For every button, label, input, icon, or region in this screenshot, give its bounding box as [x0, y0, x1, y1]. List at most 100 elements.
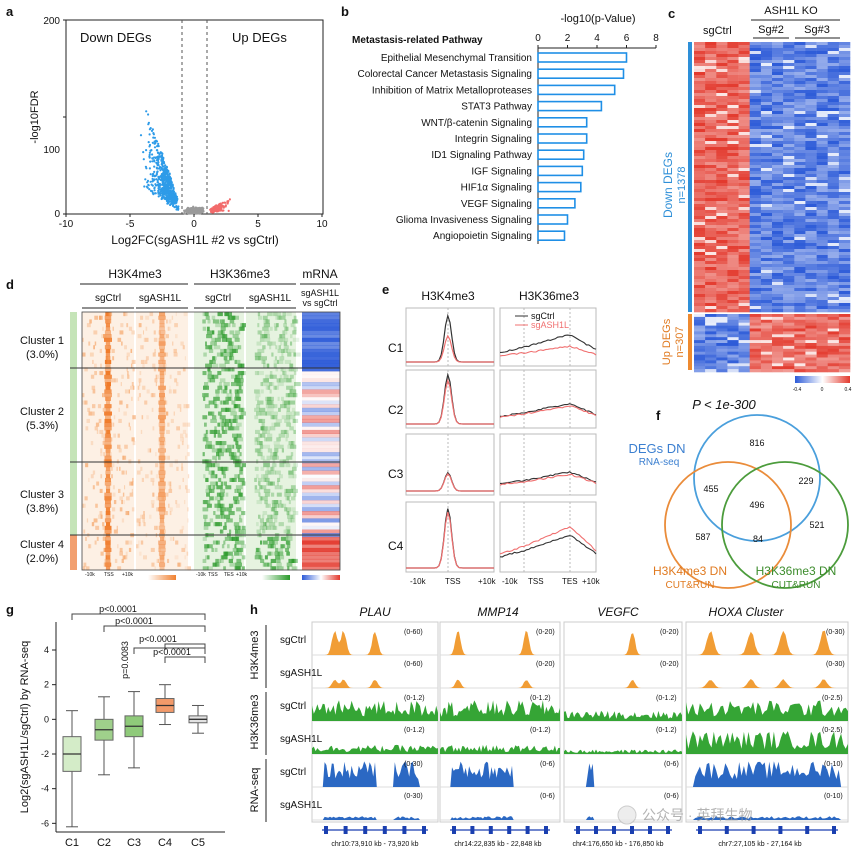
- heat-cell: [716, 75, 728, 79]
- heat-cell: [727, 319, 739, 323]
- heat-speck: [226, 518, 229, 523]
- heat-speck: [261, 514, 265, 519]
- heat-cell: [705, 360, 717, 364]
- volcano-point-up: [212, 210, 215, 213]
- sample-label: sgCtrl: [280, 767, 306, 778]
- mrna-cell: [302, 441, 340, 446]
- heat-cell: [716, 267, 728, 271]
- profile-line-ash1l: [406, 511, 494, 569]
- heat-speck: [219, 503, 225, 508]
- heat-speck: [110, 337, 112, 342]
- heat-speck: [92, 485, 95, 490]
- heat-speck: [277, 359, 284, 364]
- heat-cell: [827, 93, 840, 97]
- heat-cell: [749, 219, 762, 223]
- heat-cell: [716, 282, 728, 286]
- heat-cell: [749, 369, 762, 373]
- heat-speck: [211, 315, 216, 320]
- heat-cell: [705, 165, 717, 169]
- heat-stripe: [105, 558, 111, 563]
- heat-speck: [272, 341, 276, 346]
- volcano-point-down: [154, 183, 157, 186]
- volcano-point-down: [142, 151, 145, 154]
- heat-speck: [234, 544, 237, 549]
- sample-label: sgASH1L: [280, 668, 323, 679]
- heat-cell: [705, 282, 717, 286]
- range: (0-30): [404, 793, 423, 800]
- heat-cell: [727, 348, 739, 352]
- heat-speck: [161, 529, 163, 534]
- heat-stripe: [104, 562, 112, 567]
- volcano-point-down: [174, 201, 177, 204]
- heat-speck: [207, 367, 211, 372]
- volcano-point-down: [164, 190, 167, 194]
- heat-speck: [92, 522, 95, 527]
- heat-speck: [123, 500, 125, 505]
- heat-cell: [694, 207, 706, 211]
- heat-speck: [225, 396, 231, 401]
- heat-cell: [727, 328, 739, 332]
- heat-cell: [749, 357, 762, 361]
- heat-cell: [805, 322, 817, 326]
- heat-cell: [738, 135, 750, 139]
- heat-cell: [694, 316, 706, 321]
- heat-cell: [794, 93, 806, 97]
- d-mrna-sub-1: sgASH1L: [301, 288, 339, 298]
- heat-speck: [277, 477, 281, 482]
- d-mark-mrna: mRNA: [302, 267, 337, 281]
- heat-speck: [100, 551, 104, 556]
- heat-cell: [716, 294, 728, 298]
- heat-cell: [727, 96, 739, 100]
- heat-speck: [277, 566, 284, 571]
- heat-speck: [236, 382, 244, 387]
- heat-speck: [108, 312, 113, 317]
- volcano-point-down: [148, 167, 151, 170]
- mrna-cell: [302, 334, 340, 339]
- heat-cell: [772, 186, 784, 190]
- heat-speck: [167, 455, 170, 460]
- heat-speck: [293, 371, 297, 376]
- heat-speck: [280, 341, 283, 346]
- heat-cell: [783, 81, 795, 85]
- heat-speck: [265, 374, 269, 379]
- heat-cell: [727, 207, 739, 211]
- heat-cell: [805, 222, 817, 226]
- heat-stripe: [104, 367, 112, 372]
- heat-cell: [838, 264, 851, 268]
- heat-speck: [220, 529, 223, 534]
- heat-speck: [161, 444, 164, 449]
- heat-speck: [293, 429, 296, 434]
- heat-speck: [202, 326, 207, 331]
- heat-cell: [827, 117, 840, 121]
- heat-cell: [760, 198, 773, 202]
- heat-speck: [262, 540, 268, 545]
- heat-speck: [275, 452, 278, 457]
- heat-cell: [772, 54, 784, 58]
- mrna-cell: [302, 356, 340, 361]
- heat-cell: [749, 279, 762, 283]
- volcano-point-down: [152, 136, 155, 139]
- heat-stripe: [104, 518, 112, 523]
- heat-cell: [760, 234, 773, 238]
- heat-speck: [147, 448, 151, 453]
- heat-cell: [772, 81, 784, 85]
- heat-cell: [838, 285, 851, 289]
- heat-cell: [760, 90, 773, 94]
- heat-speck: [119, 547, 123, 552]
- heat-speck: [123, 455, 125, 460]
- volcano-point-ns: [195, 210, 198, 213]
- heat-cell: [838, 129, 851, 133]
- heat-cell: [705, 331, 717, 335]
- heat-cell: [738, 108, 750, 112]
- heat-cell: [716, 45, 728, 49]
- heat-speck: [240, 363, 245, 368]
- heat-speck: [259, 433, 266, 438]
- pathway-bar: [537, 68, 625, 79]
- heat-cell: [749, 314, 762, 318]
- heat-speck: [264, 437, 267, 442]
- heat-speck: [103, 437, 106, 442]
- heat-cell: [783, 45, 795, 49]
- heat-speck: [222, 418, 226, 423]
- heat-stripe: [158, 525, 166, 530]
- volcano-point-down: [162, 195, 165, 199]
